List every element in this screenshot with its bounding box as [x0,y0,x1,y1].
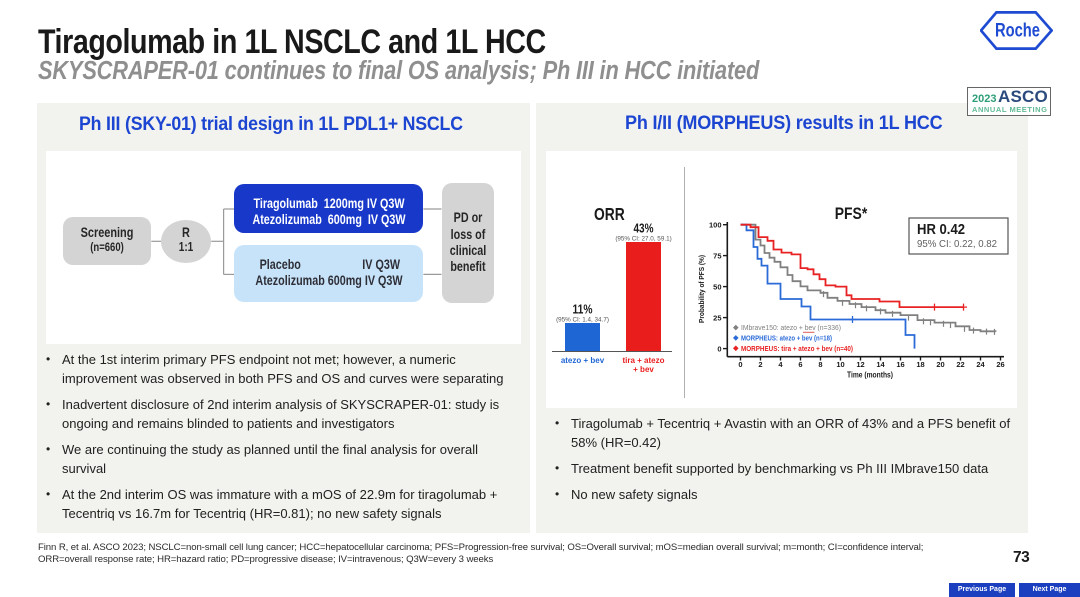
svg-text:2: 2 [758,360,762,369]
svg-text:6: 6 [798,360,802,369]
svg-text:50: 50 [713,282,721,291]
svg-text:HR 0.42: HR 0.42 [917,221,965,238]
svg-text:PFS*: PFS* [835,205,868,223]
svg-text:8: 8 [818,360,822,369]
svg-text:0: 0 [738,360,742,369]
svg-text:MORPHEUS: atezo + bev (n=18): MORPHEUS: atezo + bev (n=18) [741,334,832,343]
svg-text:4: 4 [778,360,783,369]
svg-text:(95% CI: 1.4, 34.7): (95% CI: 1.4, 34.7) [556,317,609,324]
svg-text:100: 100 [709,221,722,230]
svg-text:14: 14 [876,360,885,369]
svg-text:22: 22 [956,360,964,369]
svg-text:25: 25 [713,313,721,322]
svg-text:24: 24 [976,360,985,369]
svg-text:atezo + bev: atezo + bev [561,356,605,365]
svg-text:26: 26 [996,360,1004,369]
svg-text:Roche: Roche [995,20,1040,42]
svg-text:IMbrave150: atezo + bev (n=336: IMbrave150: atezo + bev (n=336) [741,323,841,332]
svg-text:43%: 43% [634,221,654,236]
svg-text:75: 75 [713,251,721,260]
svg-text:+ bev: + bev [633,365,654,374]
svg-text:Probability of PFS (%): Probability of PFS (%) [697,255,706,323]
svg-text:Time (months): Time (months) [847,371,893,380]
svg-text:18: 18 [916,360,924,369]
svg-text:95% CI: 0.22, 0.82: 95% CI: 0.22, 0.82 [917,238,997,250]
svg-text:11%: 11% [573,302,593,317]
svg-text:16: 16 [896,360,904,369]
svg-text:10: 10 [836,360,844,369]
svg-text:12: 12 [856,360,864,369]
svg-text:20: 20 [936,360,944,369]
svg-text:(95% CI: 27.0, 59.1): (95% CI: 27.0, 59.1) [615,236,671,243]
svg-text:MORPHEUS: tira + atezo + bev (: MORPHEUS: tira + atezo + bev (n=40) [741,344,853,353]
svg-text:0: 0 [717,344,721,353]
svg-text:tira + atezo: tira + atezo [622,356,664,365]
